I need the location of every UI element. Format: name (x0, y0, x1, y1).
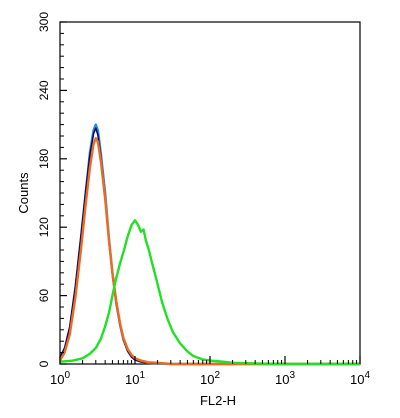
y-axis-ticks: 0 60 120 180 240 300 (37, 12, 67, 367)
x-tick-label: 104 (350, 370, 370, 387)
y-tick-label: 120 (37, 217, 51, 237)
y-tick-label: 240 (37, 80, 51, 100)
histogram-line-4 (59, 219, 360, 366)
x-axis-ticks: 100 101 102 103 104 (50, 356, 370, 387)
y-axis-label: Counts (16, 172, 31, 214)
y-tick-label: 180 (37, 148, 51, 168)
x-tick-label: 102 (200, 370, 220, 387)
y-tick-label: 300 (37, 12, 51, 32)
x-tick-label: 103 (275, 370, 295, 387)
x-tick-label: 100 (50, 370, 70, 387)
histogram-curves (58, 123, 360, 366)
y-tick-label: 60 (37, 289, 51, 303)
y-tick-label: 0 (37, 360, 51, 367)
x-tick-label: 101 (125, 370, 145, 387)
histogram-line-3 (58, 137, 360, 366)
x-axis-label: FL2-H (200, 393, 236, 408)
plot-area: 0 60 120 180 240 300 100 101 102 103 104 (37, 12, 370, 387)
